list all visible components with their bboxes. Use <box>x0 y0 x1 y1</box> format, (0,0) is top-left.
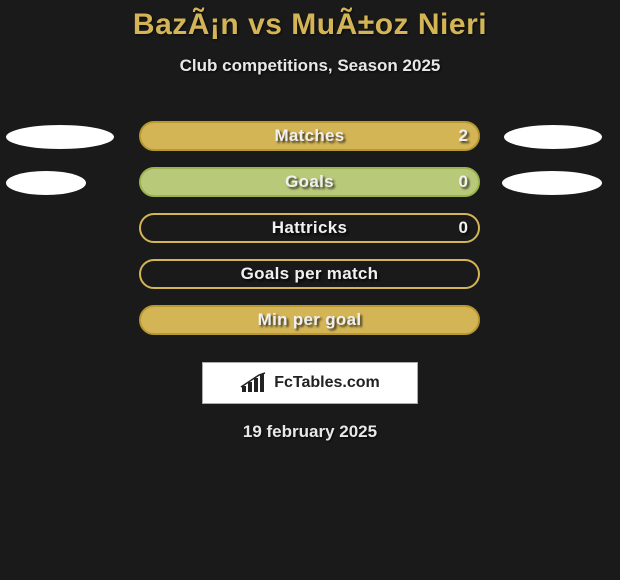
stat-row: Goals 0 <box>0 160 620 206</box>
stat-label: Hattricks <box>272 218 347 238</box>
left-value-ellipse <box>6 171 86 195</box>
stat-row: Min per goal <box>0 298 620 344</box>
subtitle: Club competitions, Season 2025 <box>0 56 620 76</box>
stat-label: Matches <box>274 126 344 146</box>
stat-row: Hattricks 0 <box>0 206 620 252</box>
stat-value: 0 <box>459 218 468 238</box>
stat-bar: Min per goal <box>139 305 480 335</box>
stat-label: Goals per match <box>241 264 379 284</box>
stat-value: 2 <box>459 126 468 146</box>
stat-bar: Hattricks 0 <box>139 213 480 243</box>
stat-bar: Matches 2 <box>139 121 480 151</box>
stat-value: 0 <box>459 172 468 192</box>
stat-label: Goals <box>285 172 334 192</box>
logo-text: FcTables.com <box>274 374 380 392</box>
right-value-ellipse <box>504 125 602 149</box>
footer-date: 19 february 2025 <box>0 422 620 442</box>
fctables-logo: FcTables.com <box>202 362 418 404</box>
stat-label: Min per goal <box>258 310 362 330</box>
stat-bar: Goals 0 <box>139 167 480 197</box>
stat-bar: Goals per match <box>139 259 480 289</box>
stat-row: Goals per match <box>0 252 620 298</box>
left-value-ellipse <box>6 125 114 149</box>
page-title: BazÃ¡n vs MuÃ±oz Nieri <box>0 8 620 42</box>
comparison-card: BazÃ¡n vs MuÃ±oz Nieri Club competitions… <box>0 0 620 580</box>
stat-row: Matches 2 <box>0 114 620 160</box>
stat-rows: Matches 2 Goals 0 Hattricks 0 Goals per match M… <box>0 114 620 344</box>
right-value-ellipse <box>502 171 602 195</box>
chart-bars-icon <box>240 372 268 394</box>
